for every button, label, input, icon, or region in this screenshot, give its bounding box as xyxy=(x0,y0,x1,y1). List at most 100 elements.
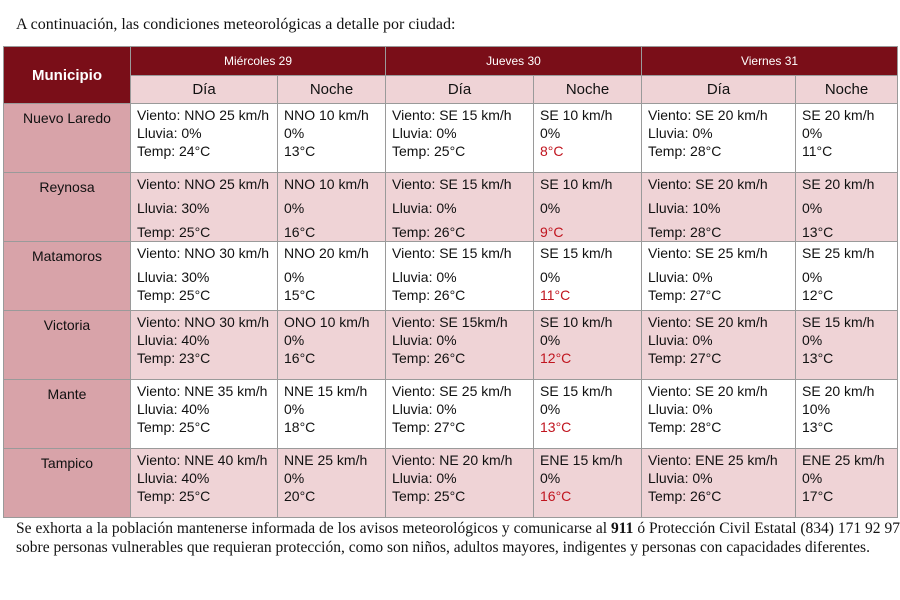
rain-value: Lluvia: 0% xyxy=(648,269,713,285)
night-wind: NNE 15 km/h xyxy=(284,383,368,399)
municipio-name: Reynosa xyxy=(3,172,131,242)
night-rain: 0% xyxy=(284,125,305,141)
forecast-cell-jueves-noche: SE 10 km/h 0% 12°C xyxy=(532,310,643,380)
night-rain: 0% xyxy=(284,332,305,348)
advisory-text-end: ó Protección Civil Estatal (834) 171 92 … xyxy=(16,520,900,556)
night-temp: 12°C xyxy=(540,350,572,366)
municipio-name: Mante xyxy=(3,379,131,449)
forecast-cell-viernes-noche: SE 15 km/h 0% 13°C xyxy=(795,310,899,380)
forecast-cell-viernes-dia: Viento: SE 20 km/h Lluvia: 0% Temp: 28°C xyxy=(641,103,797,173)
night-rain: 0% xyxy=(540,200,561,216)
forecast-cell-miercoles-dia: Viento: NNE 40 km/h Lluvia: 40% Temp: 25°C xyxy=(130,448,278,518)
night-rain: 0% xyxy=(540,401,561,417)
rain-value: Lluvia: 0% xyxy=(392,401,457,417)
night-wind: SE 10 km/h xyxy=(540,107,613,123)
forecast-cell-miercoles-noche: NNO 20 km/h 0% 15°C xyxy=(277,241,386,311)
table-row: Reynosa Viento: NNO 25 km/h Lluvia: 30% Tem… xyxy=(3,172,899,242)
table-row: Nuevo Laredo Viento: NNO 25 km/h Lluvia: 0… xyxy=(3,103,899,173)
temp-value: Temp: 25°C xyxy=(137,287,211,303)
dia-header: Día xyxy=(385,75,534,104)
wind-value: Viento: NE 20 km/h xyxy=(392,452,513,468)
night-temp: 16°C xyxy=(284,224,316,240)
night-temp: 13°C xyxy=(802,419,834,435)
wind-value: Viento: NNE 40 km/h xyxy=(137,452,268,468)
table-row: Victoria Viento: NNO 30 km/h Lluvia: 40% Te… xyxy=(3,310,899,380)
temp-value: Temp: 28°C xyxy=(648,224,722,240)
temp-value: Temp: 25°C xyxy=(137,488,211,504)
night-wind: SE 20 km/h xyxy=(802,176,875,192)
night-rain: 0% xyxy=(284,200,305,216)
night-rain: 0% xyxy=(802,200,823,216)
municipio-name: Nuevo Laredo xyxy=(3,103,131,173)
night-temp: 9°C xyxy=(540,224,564,240)
advisory-text-start: Se exhorta a la población mantenerse inf… xyxy=(16,520,611,537)
wind-value: Viento: SE 20 km/h xyxy=(648,107,768,123)
night-temp: 13°C xyxy=(540,419,572,435)
wind-value: Viento: NNO 30 km/h xyxy=(137,314,270,330)
temp-value: Temp: 28°C xyxy=(648,143,722,159)
night-wind: SE 15 km/h xyxy=(802,314,875,330)
night-wind: SE 20 km/h xyxy=(802,107,875,123)
night-wind: ENE 25 km/h xyxy=(802,452,885,468)
noche-header: Noche xyxy=(277,75,386,104)
night-wind: NNO 10 km/h xyxy=(284,176,369,192)
intro-text: A continuación, las condiciones meteorol… xyxy=(16,16,456,33)
temp-value: Temp: 25°C xyxy=(137,419,211,435)
night-wind: NNO 20 km/h xyxy=(284,245,369,261)
night-wind: ENE 15 km/h xyxy=(540,452,623,468)
forecast-cell-jueves-dia: Viento: SE 15km/h Lluvia: 0% Temp: 26°C xyxy=(385,310,534,380)
wind-value: Viento: SE 25 km/h xyxy=(648,245,768,261)
forecast-cell-viernes-noche: SE 20 km/h 0% 11°C xyxy=(795,103,899,173)
rain-value: Lluvia: 0% xyxy=(648,401,713,417)
temp-value: Temp: 23°C xyxy=(137,350,211,366)
forecast-cell-jueves-dia: Viento: NE 20 km/h Lluvia: 0% Temp: 25°C xyxy=(385,448,534,518)
temp-value: Temp: 26°C xyxy=(648,488,722,504)
temp-value: Temp: 27°C xyxy=(648,287,722,303)
table-row: Mante Viento: NNE 35 km/h Lluvia: 40% Temp:… xyxy=(3,379,899,449)
night-temp: 13°C xyxy=(284,143,316,159)
night-temp: 17°C xyxy=(802,488,834,504)
noche-header: Noche xyxy=(532,75,643,104)
wind-value: Viento: SE 15 km/h xyxy=(392,245,512,261)
rain-value: Lluvia: 0% xyxy=(137,125,202,141)
rain-value: Lluvia: 10% xyxy=(648,200,721,216)
wind-value: Viento: SE 15km/h xyxy=(392,314,508,330)
forecast-cell-miercoles-dia: Viento: NNO 25 km/h Lluvia: 30% Temp: 25°C xyxy=(130,172,278,242)
rain-value: Lluvia: 40% xyxy=(137,401,210,417)
night-rain: 0% xyxy=(284,269,305,285)
table-row: Tampico Viento: NNE 40 km/h Lluvia: 40% Tem… xyxy=(3,448,899,518)
rain-value: Lluvia: 0% xyxy=(392,200,457,216)
forecast-cell-viernes-dia: Viento: SE 20 km/h Lluvia: 0% Temp: 27°C xyxy=(641,310,797,380)
forecast-cell-viernes-dia: Viento: SE 25 km/h Lluvia: 0% Temp: 27°C xyxy=(641,241,797,311)
emergency-number: 911 xyxy=(610,520,634,537)
forecast-cell-jueves-noche: SE 10 km/h 0% 8°C xyxy=(532,103,643,173)
rain-value: Lluvia: 0% xyxy=(392,269,457,285)
wind-value: Viento: SE 25 km/h xyxy=(392,383,512,399)
night-rain: 0% xyxy=(802,125,823,141)
rain-value: Lluvia: 40% xyxy=(137,332,210,348)
night-rain: 0% xyxy=(540,332,561,348)
forecast-cell-jueves-dia: Viento: SE 25 km/h Lluvia: 0% Temp: 27°C xyxy=(385,379,534,449)
night-temp: 11°C xyxy=(540,287,571,303)
forecast-cell-jueves-dia: Viento: SE 15 km/h Lluvia: 0% Temp: 26°C xyxy=(385,172,534,242)
forecast-cell-miercoles-noche: NNE 15 km/h 0% 18°C xyxy=(277,379,386,449)
temp-value: Temp: 25°C xyxy=(392,488,466,504)
rain-value: Lluvia: 0% xyxy=(392,125,457,141)
night-temp: 12°C xyxy=(802,287,834,303)
temp-value: Temp: 26°C xyxy=(392,350,466,366)
temp-value: Temp: 26°C xyxy=(392,224,466,240)
night-temp: 13°C xyxy=(802,224,834,240)
night-temp: 16°C xyxy=(284,350,316,366)
night-rain: 0% xyxy=(802,470,823,486)
night-rain: 0% xyxy=(284,470,305,486)
wind-value: Viento: NNO 25 km/h xyxy=(137,107,270,123)
night-wind: SE 10 km/h xyxy=(540,176,613,192)
night-rain: 0% xyxy=(540,125,561,141)
weather-table: Municipio Miércoles 29 Jueves 30 Viernes… xyxy=(3,46,899,518)
night-temp: 8°C xyxy=(540,143,564,159)
forecast-cell-viernes-noche: ENE 25 km/h 0% 17°C xyxy=(795,448,899,518)
table-row: Matamoros Viento: NNO 30 km/h Lluvia: 30% T… xyxy=(3,241,899,311)
rain-value: Lluvia: 40% xyxy=(137,470,210,486)
rain-value: Lluvia: 0% xyxy=(648,332,713,348)
rain-value: Lluvia: 30% xyxy=(137,269,210,285)
